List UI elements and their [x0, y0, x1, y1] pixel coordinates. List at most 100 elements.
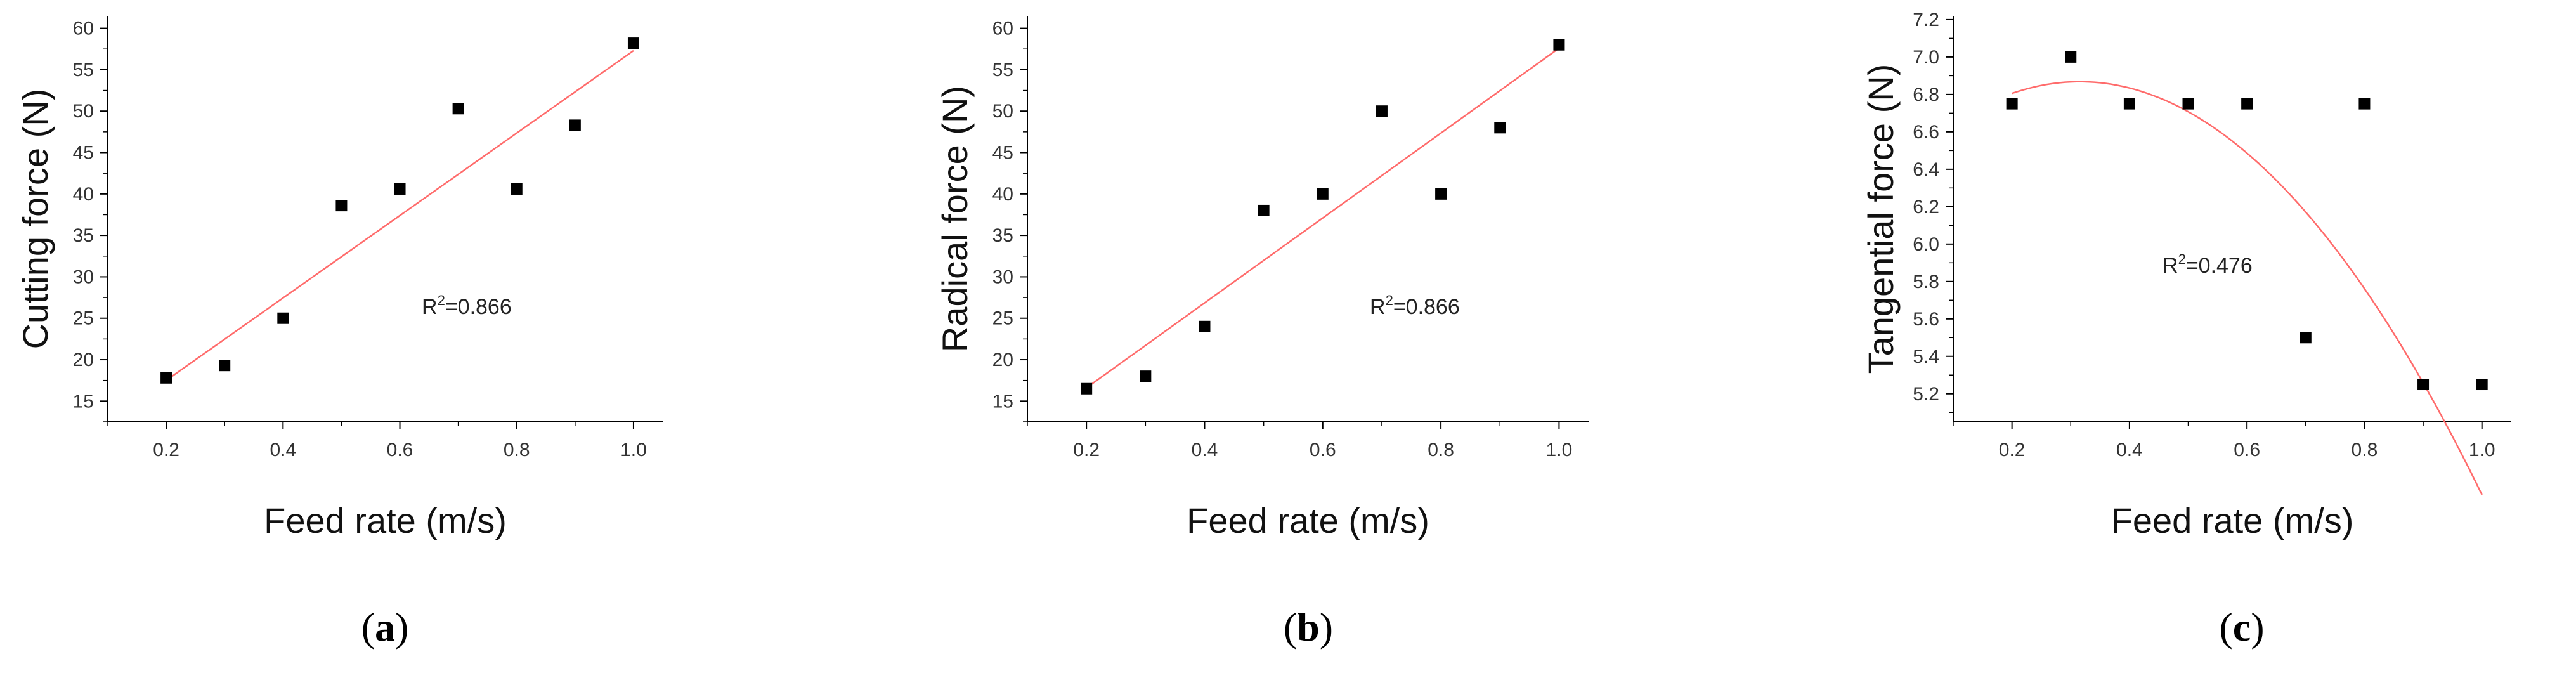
- caption-letter: c: [2233, 604, 2251, 650]
- y-tick-label: 7.0: [1913, 47, 1939, 68]
- x-tick-label: 0.4: [1192, 440, 1218, 461]
- x-tick-label: 1.0: [2469, 440, 2495, 461]
- y-tick-label: 35: [73, 225, 94, 246]
- data-point: [2476, 379, 2488, 391]
- caption-open-paren: (: [2219, 604, 2232, 650]
- x-tick-label: 0.2: [1073, 440, 1100, 461]
- data-point: [569, 119, 581, 131]
- r-squared-value: =0.476: [2186, 254, 2253, 278]
- r-squared-label: R2=0.866: [1370, 292, 1460, 319]
- r-squared-value: =0.866: [1393, 295, 1460, 319]
- data-point: [277, 312, 289, 324]
- r-squared-prefix: R: [1370, 295, 1386, 319]
- caption-close-paren: ): [1320, 604, 1333, 650]
- data-point: [1435, 188, 1447, 200]
- data-point: [1317, 188, 1329, 200]
- data-point: [2300, 332, 2312, 344]
- y-tick-label: 7.2: [1913, 10, 1939, 30]
- data-point: [335, 200, 348, 212]
- x-tick-label: 1.0: [620, 440, 647, 461]
- data-point: [2006, 98, 2018, 110]
- x-tick-label: 0.6: [387, 440, 413, 461]
- y-axis-title: Tangential force (N): [1861, 64, 1901, 374]
- x-tick-label: 0.4: [270, 440, 296, 461]
- y-tick-label: 5.4: [1913, 346, 1939, 367]
- chart-panel-a: 15 20 25 30 35 40 45 50 55 60 0.2 0.4 0.6 0.8 1.0 Feed …: [15, 16, 663, 650]
- caption-open-paren: (: [361, 604, 375, 650]
- data-point: [1199, 320, 1211, 332]
- data-point: [2417, 379, 2430, 391]
- r-squared-prefix: R: [2163, 254, 2178, 278]
- r-squared-prefix: R: [422, 295, 438, 319]
- y-tick-label: 40: [992, 184, 1013, 205]
- r-squared-label: R2=0.476: [2163, 251, 2253, 278]
- x-tick-label: 0.8: [2352, 440, 2378, 461]
- data-point: [452, 103, 464, 115]
- y-tick-label: 6.6: [1913, 122, 1939, 143]
- chart-panel-b: 15 20 25 30 35 40 45 50 55 60 0.2 0.4 0.6 0.8 1.0 Feed …: [935, 16, 1589, 650]
- y-tick-label: 50: [992, 101, 1013, 122]
- y-tick-label: 5.8: [1913, 271, 1939, 292]
- fit-line: [1086, 47, 1560, 389]
- caption-letter: b: [1297, 604, 1320, 650]
- y-tick-label: 15: [73, 391, 94, 412]
- y-tick-label: 55: [73, 60, 94, 81]
- data-point: [1081, 382, 1093, 395]
- y-tick-label: 45: [73, 143, 94, 164]
- data-point: [1553, 39, 1565, 51]
- x-axis-title: Feed rate (m/s): [264, 500, 507, 540]
- y-tick-label: 15: [992, 391, 1013, 412]
- r-squared-superscript: 2: [1386, 292, 1393, 308]
- data-point: [1376, 105, 1388, 117]
- x-axis-title: Feed rate (m/s): [1187, 500, 1429, 540]
- y-tick-label: 6.8: [1913, 84, 1939, 105]
- chart-panel-c: 5.2 5.4 5.6 5.8 6.0 6.2 6.4 6.6 6.8 7.0 7.2 0.2 0.4 0…: [1861, 10, 2511, 650]
- y-tick-label: 5.6: [1913, 309, 1939, 330]
- y-tick-label: 30: [992, 266, 1013, 287]
- data-point: [2182, 98, 2194, 110]
- x-tick-label: 0.6: [1310, 440, 1336, 461]
- y-tick-label: 25: [992, 308, 1013, 329]
- y-axis-title: Cutting force (N): [15, 89, 55, 350]
- data-point: [1140, 370, 1152, 382]
- y-tick-label: 20: [73, 350, 94, 370]
- y-tick-label: 25: [73, 308, 94, 329]
- y-tick-label: 40: [73, 184, 94, 205]
- panel-caption: (b): [1284, 604, 1333, 650]
- x-axis-title: Feed rate (m/s): [2111, 500, 2354, 540]
- y-tick-label: 6.2: [1913, 197, 1939, 218]
- x-tick-label: 0.6: [2234, 440, 2260, 461]
- x-tick-label: 0.4: [2116, 440, 2143, 461]
- data-point: [2241, 98, 2253, 110]
- x-tick-label: 0.2: [1999, 440, 2026, 461]
- x-tick-label: 0.2: [153, 440, 179, 461]
- x-tick-label: 0.8: [1428, 440, 1454, 461]
- r-squared-superscript: 2: [2178, 251, 2186, 267]
- y-tick-label: 60: [73, 18, 94, 39]
- fit-curve: [2012, 81, 2483, 495]
- r-squared-label: R2=0.866: [422, 292, 512, 319]
- data-point: [511, 183, 523, 195]
- y-tick-label: 5.2: [1913, 384, 1939, 405]
- y-tick-label: 55: [992, 60, 1013, 81]
- y-tick-label: 20: [992, 350, 1013, 370]
- panels-layer: 15 20 25 30 35 40 45 50 55 60 0.2 0.4 0.6 0.8 1.0 Feed …: [15, 10, 2511, 650]
- data-point: [2123, 98, 2135, 110]
- data-point: [394, 183, 406, 195]
- fit-line: [166, 49, 634, 381]
- y-tick-label: 35: [992, 225, 1013, 246]
- caption-open-paren: (: [1284, 604, 1297, 650]
- caption-close-paren: ): [395, 604, 408, 650]
- r-squared-superscript: 2: [438, 292, 445, 308]
- y-tick-label: 6.4: [1913, 159, 1939, 180]
- r-squared-value: =0.866: [445, 295, 512, 319]
- data-point: [1258, 204, 1270, 216]
- data-point: [160, 372, 172, 384]
- caption-close-paren: ): [2251, 604, 2264, 650]
- data-point: [627, 37, 639, 49]
- y-tick-label: 6.0: [1913, 234, 1939, 255]
- data-point: [219, 360, 231, 372]
- panel-caption: (c): [2219, 604, 2264, 650]
